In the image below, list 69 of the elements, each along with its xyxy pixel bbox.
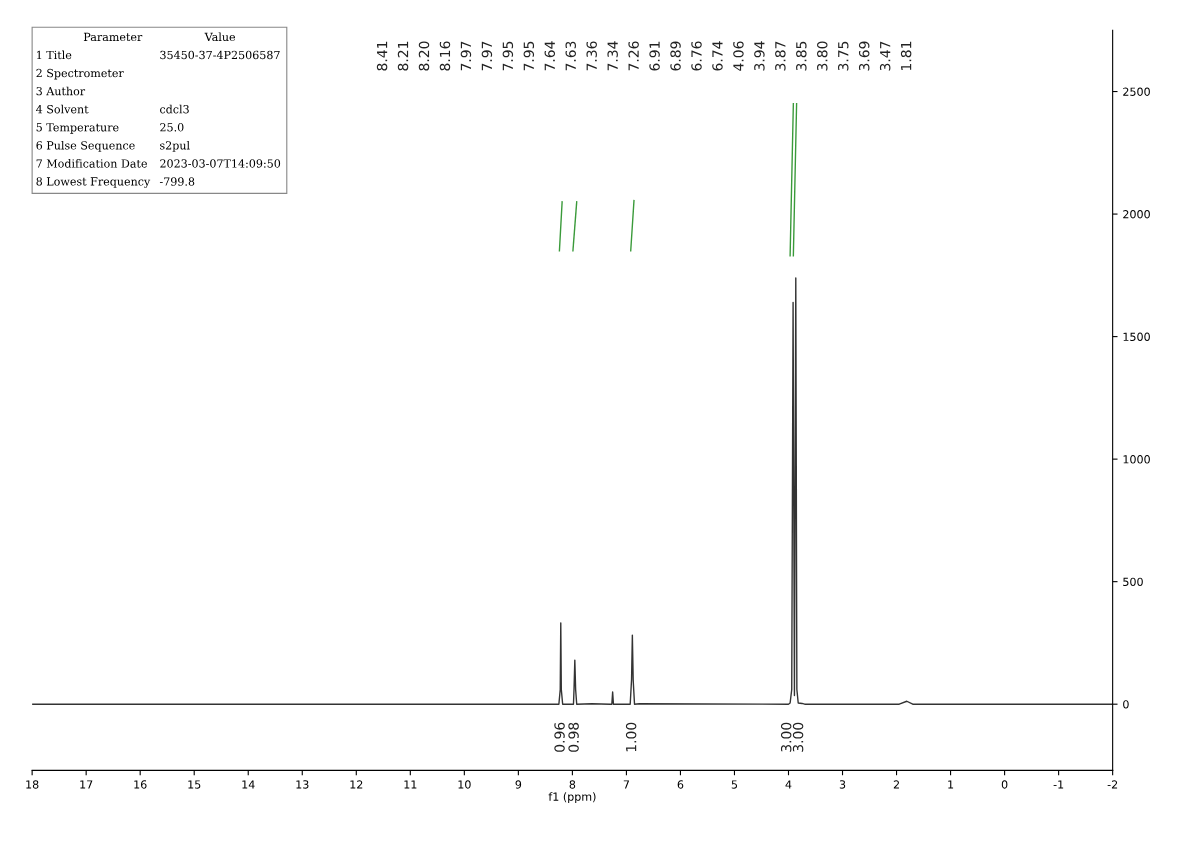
annotation: 7.63 xyxy=(565,41,576,71)
y-tick-label: 1000 xyxy=(1123,455,1150,464)
x-tick-label: -1 xyxy=(1053,780,1064,789)
annotation: 6.89 xyxy=(670,41,681,71)
text: 5 Temperature 25.0 xyxy=(36,123,184,134)
x-tick-label: 17 xyxy=(80,780,93,789)
x-tick-label: 3 xyxy=(839,780,846,789)
annotation: 0.98 xyxy=(568,722,579,752)
annotation: 6.74 xyxy=(712,41,723,71)
text: 6 Pulse Sequence s2pul xyxy=(36,140,190,152)
x-tick-label: 6 xyxy=(677,780,684,789)
x-tick-label: 11 xyxy=(404,780,417,789)
annotation: 7.95 xyxy=(523,41,535,71)
annotation: 3.00 xyxy=(780,722,792,752)
text: 4 Solvent cdcl3 xyxy=(36,104,189,114)
annotation: 6.91 xyxy=(649,41,660,71)
x-tick-label: 13 xyxy=(296,780,309,789)
text: Parameter Value xyxy=(83,32,236,42)
x-tick-label: 18 xyxy=(26,780,39,789)
y-tick-label: 1500 xyxy=(1123,332,1150,341)
annotation: 8.21 xyxy=(397,41,409,71)
annotation: 7.95 xyxy=(502,41,514,71)
annotation: 7.64 xyxy=(544,41,556,71)
y-tick-label: 500 xyxy=(1123,577,1143,587)
text: 1 Title 35450-37-4P2506587 xyxy=(37,50,280,60)
x-tick-label: 2 xyxy=(893,780,899,789)
y-tick-label: 0 xyxy=(1123,700,1129,709)
x-tick-label: 12 xyxy=(350,780,363,789)
x-tick-label: 0 xyxy=(1001,780,1008,789)
annotation: 3 Author xyxy=(36,86,86,96)
annotation: 8.20 xyxy=(418,41,430,71)
annotation: 3.75 xyxy=(837,41,849,71)
annotation: 3.80 xyxy=(817,41,828,71)
x-tick-label: 15 xyxy=(188,780,201,789)
x-tick-label: 14 xyxy=(242,780,255,789)
y-tick-label: 2500 xyxy=(1123,87,1150,96)
line-series xyxy=(32,277,1113,705)
annotation: 7.26 xyxy=(628,41,639,71)
annotation: 3.47 xyxy=(879,41,891,71)
annotation: 4.06 xyxy=(733,41,744,71)
x-axis-title: f1 (ppm) xyxy=(548,792,596,803)
annotation: 6.76 xyxy=(691,41,702,71)
x-tick-label: -2 xyxy=(1107,780,1118,789)
annotation: 3.69 xyxy=(858,41,870,71)
x-tick-label: 9 xyxy=(515,780,522,789)
annotation: 8.41 xyxy=(376,41,388,71)
annotation: 3.87 xyxy=(775,41,786,71)
annotation: 8 Lowest Frequency -799.8 xyxy=(36,177,195,188)
annotation: 1.00 xyxy=(625,722,637,752)
annotation: 0.96 xyxy=(554,722,565,752)
annotation: 3.85 xyxy=(796,41,807,71)
x-tick-label: 1 xyxy=(948,780,954,789)
annotation: 7.36 xyxy=(586,41,597,71)
annotation: 2 Spectrometer xyxy=(36,68,124,80)
x-tick-label: 16 xyxy=(134,780,147,789)
annotation: 3.94 xyxy=(754,41,765,71)
annotation: 1.81 xyxy=(900,41,912,70)
annotation: 7.97 xyxy=(481,41,493,71)
annotation: 7 Modification Date 2023-03-07T14:09:50 xyxy=(36,159,281,168)
x-tick-label: 7 xyxy=(623,780,629,789)
annotation: 7.97 xyxy=(460,41,472,71)
annotation: 3.00 xyxy=(792,722,804,752)
y-tick-label: 2000 xyxy=(1123,210,1150,219)
x-tick-label: 5 xyxy=(731,780,738,789)
x-tick-label: 10 xyxy=(458,780,471,789)
annotation: 8.16 xyxy=(439,41,451,71)
annotation: 7.34 xyxy=(607,41,618,71)
x-tick-label: 4 xyxy=(785,780,792,789)
x-tick-label: 8 xyxy=(569,780,576,789)
